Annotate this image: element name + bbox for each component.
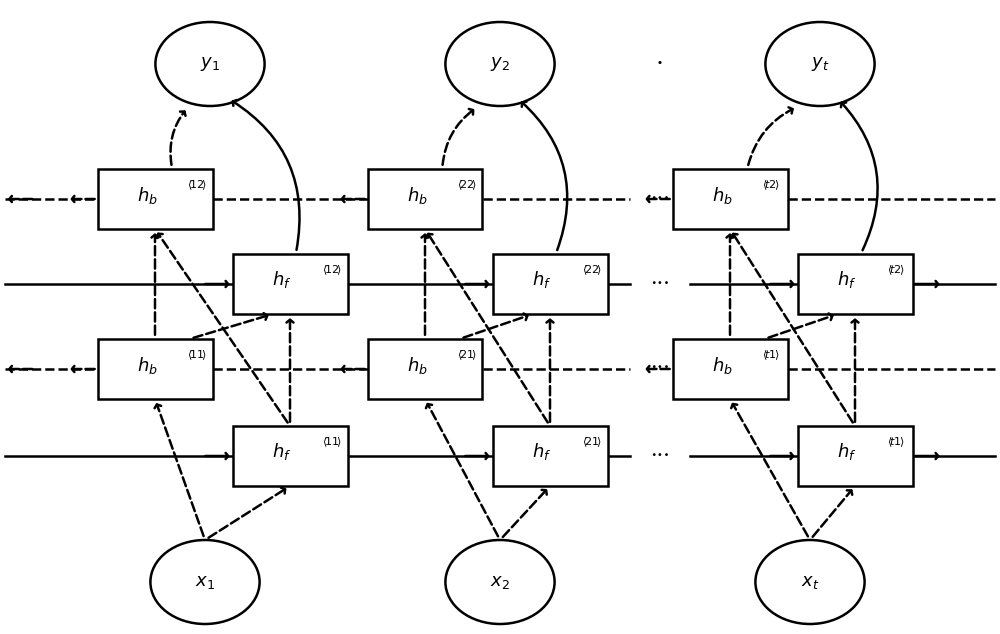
Ellipse shape bbox=[150, 540, 260, 624]
Text: ·: · bbox=[656, 53, 664, 75]
Text: $h_f$: $h_f$ bbox=[837, 441, 857, 462]
Bar bbox=[368, 169, 482, 229]
Ellipse shape bbox=[445, 540, 555, 624]
Text: $\langle\!22\!\rangle$: $\langle\!22\!\rangle$ bbox=[582, 263, 602, 277]
Text: $\langle\!t1\!\rangle$: $\langle\!t1\!\rangle$ bbox=[887, 435, 905, 449]
Bar bbox=[798, 426, 912, 486]
Ellipse shape bbox=[155, 22, 265, 106]
Text: $y_1$: $y_1$ bbox=[200, 55, 220, 73]
Text: $y_2$: $y_2$ bbox=[490, 55, 510, 73]
Text: $h_b$: $h_b$ bbox=[407, 354, 427, 375]
Text: $\langle\!t1\!\rangle$: $\langle\!t1\!\rangle$ bbox=[762, 348, 780, 362]
Bar bbox=[98, 169, 212, 229]
Bar bbox=[492, 254, 608, 314]
Bar bbox=[233, 254, 348, 314]
Bar bbox=[672, 169, 788, 229]
Bar bbox=[233, 426, 348, 486]
Text: ···: ··· bbox=[650, 190, 670, 209]
Text: $h_b$: $h_b$ bbox=[407, 184, 427, 205]
Bar bbox=[98, 339, 212, 399]
Text: $x_2$: $x_2$ bbox=[490, 573, 510, 591]
Text: $\langle\!21\!\rangle$: $\langle\!21\!\rangle$ bbox=[457, 348, 477, 362]
Ellipse shape bbox=[445, 22, 555, 106]
Text: ···: ··· bbox=[650, 359, 670, 378]
Text: ···: ··· bbox=[650, 446, 670, 465]
Text: $\langle\!12\!\rangle$: $\langle\!12\!\rangle$ bbox=[322, 263, 342, 277]
Text: $\langle\!22\!\rangle$: $\langle\!22\!\rangle$ bbox=[457, 178, 477, 192]
Text: $h_f$: $h_f$ bbox=[532, 441, 552, 462]
Text: $x_t$: $x_t$ bbox=[801, 573, 819, 591]
Text: $\langle\!t2\!\rangle$: $\langle\!t2\!\rangle$ bbox=[887, 263, 905, 277]
Text: $h_b$: $h_b$ bbox=[712, 354, 732, 375]
Ellipse shape bbox=[765, 22, 875, 106]
Bar bbox=[798, 254, 912, 314]
Text: $h_b$: $h_b$ bbox=[137, 354, 157, 375]
Text: $\langle\!t2\!\rangle$: $\langle\!t2\!\rangle$ bbox=[762, 178, 780, 192]
Text: $\langle\!11\!\rangle$: $\langle\!11\!\rangle$ bbox=[187, 348, 207, 362]
Text: $x_1$: $x_1$ bbox=[195, 573, 215, 591]
Text: $h_b$: $h_b$ bbox=[137, 184, 157, 205]
Ellipse shape bbox=[755, 540, 865, 624]
Text: ···: ··· bbox=[650, 275, 670, 294]
Text: $y_t$: $y_t$ bbox=[811, 55, 829, 73]
Text: $h_f$: $h_f$ bbox=[837, 269, 857, 290]
Text: $\langle\!11\!\rangle$: $\langle\!11\!\rangle$ bbox=[322, 435, 342, 449]
Text: $\langle\!12\!\rangle$: $\langle\!12\!\rangle$ bbox=[187, 178, 207, 192]
Bar bbox=[492, 426, 608, 486]
Text: $h_f$: $h_f$ bbox=[272, 269, 292, 290]
Text: $\langle\!21\!\rangle$: $\langle\!21\!\rangle$ bbox=[582, 435, 602, 449]
Text: $h_f$: $h_f$ bbox=[272, 441, 292, 462]
Bar bbox=[368, 339, 482, 399]
Bar bbox=[672, 339, 788, 399]
Text: $h_b$: $h_b$ bbox=[712, 184, 732, 205]
Text: $h_f$: $h_f$ bbox=[532, 269, 552, 290]
